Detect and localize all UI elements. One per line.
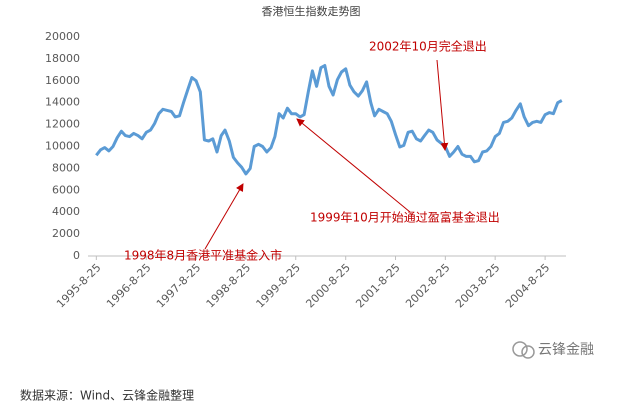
y-tick-label: 10000 bbox=[45, 140, 80, 153]
y-tick-label: 8000 bbox=[52, 161, 80, 174]
y-tick-label: 2000 bbox=[52, 227, 80, 240]
y-tick-label: 16000 bbox=[45, 74, 80, 87]
y-tick-label: 6000 bbox=[52, 183, 80, 196]
x-tick-label: 2001-8-25 bbox=[353, 261, 402, 310]
y-tick-label: 14000 bbox=[45, 96, 80, 109]
x-tick-label: 1998-8-25 bbox=[204, 261, 253, 310]
arrow bbox=[296, 118, 411, 213]
x-tick-label: 1999-8-25 bbox=[254, 261, 303, 310]
x-tick-label: 2004-8-25 bbox=[503, 261, 552, 310]
annotation: 2002年10月完全退出 bbox=[369, 39, 487, 54]
chart-title: 香港恒生指数走势图 bbox=[262, 4, 361, 18]
watermark: 云锋金融 bbox=[512, 341, 594, 359]
arrow bbox=[204, 183, 244, 250]
watermark-text: 云锋金融 bbox=[538, 342, 594, 358]
annotation: 1999年10月开始通过盈富基金退出 bbox=[310, 210, 500, 225]
plot-area: 0 2000 4000 6000 8000 10000 12000 14000 16000 180… bbox=[45, 30, 566, 311]
annotation: 1998年8月香港平准基金入市 bbox=[124, 248, 282, 263]
x-tick-label: 2003-8-25 bbox=[453, 261, 502, 310]
source: 数据来源：Wind、云锋金融整理 bbox=[20, 388, 194, 403]
x-tick-label: 1995-8-25 bbox=[54, 261, 103, 310]
x-tick-label: 2002-8-25 bbox=[403, 261, 452, 310]
y-tick-label: 12000 bbox=[45, 118, 80, 131]
x-tick-label: 1996-8-25 bbox=[104, 261, 153, 310]
y-tick-label: 4000 bbox=[52, 205, 80, 218]
arrow bbox=[436, 59, 449, 151]
x-tick-label: 2000-8-25 bbox=[303, 261, 352, 310]
x-tick-label: 1997-8-25 bbox=[154, 261, 203, 310]
y-tick-label: 0 bbox=[73, 249, 80, 262]
y-tick-label: 20000 bbox=[45, 30, 80, 43]
y-tick-label: 18000 bbox=[45, 52, 80, 65]
line-series bbox=[95, 64, 563, 176]
